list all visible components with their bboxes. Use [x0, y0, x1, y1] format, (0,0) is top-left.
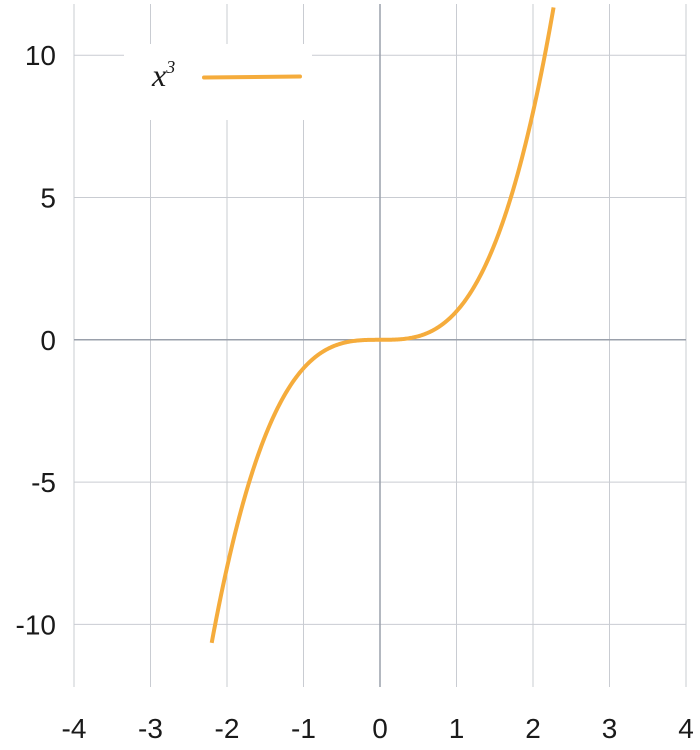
x-tick-label: 1	[449, 713, 465, 744]
y-tick-label: -10	[16, 609, 56, 640]
legend-label-superscript: 3	[165, 57, 175, 77]
x-tick-label: 2	[525, 713, 541, 744]
y-tick-label: 0	[40, 325, 56, 356]
y-tick-label: -5	[31, 467, 56, 498]
x-tick-label: -4	[62, 713, 87, 744]
y-tick-label: 10	[25, 40, 56, 71]
x-tick-label: 4	[678, 713, 694, 744]
x-tick-label: 0	[372, 713, 388, 744]
x-tick-labels: -4 -3 -2 -1 0 1 2 3 4	[62, 713, 694, 744]
y-tick-label: 5	[40, 183, 56, 214]
series-line-x-cubed	[209, 7, 556, 644]
x-tick-label: -2	[215, 713, 240, 744]
legend: x3	[124, 44, 312, 120]
x-tick-label: -3	[138, 713, 163, 744]
x-tick-label: -1	[291, 713, 316, 744]
y-tick-labels: -10 -5 0 5 10	[16, 40, 56, 640]
x-tick-label: 3	[602, 713, 618, 744]
legend-background	[124, 44, 312, 120]
legend-label: x3	[151, 57, 175, 93]
legend-swatch-x-cubed	[202, 74, 302, 80]
legend-label-base: x	[151, 57, 166, 93]
